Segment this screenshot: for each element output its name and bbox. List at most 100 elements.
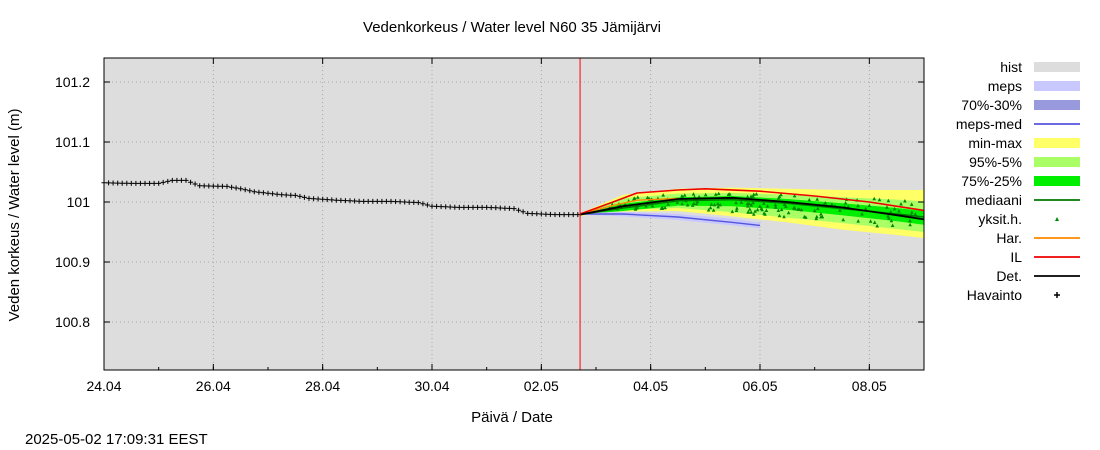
observation-point <box>352 198 358 204</box>
legend-label: Har. <box>996 230 1022 246</box>
ensemble-member-point <box>764 208 769 212</box>
observation-point <box>260 190 266 196</box>
observation-point <box>192 181 198 187</box>
ensemble-member-point <box>712 202 717 207</box>
observation-point <box>119 180 125 186</box>
timestamp: 2025-05-02 17:09:31 EEST <box>25 431 208 448</box>
legend-swatch-yksit-h <box>1055 217 1059 221</box>
ensemble-member-point <box>730 209 735 214</box>
observation-point <box>201 183 207 189</box>
ensemble-member-point <box>856 203 860 208</box>
ensemble-member-point <box>682 193 687 197</box>
observation-point <box>206 183 212 189</box>
ensemble-member-point <box>814 216 819 221</box>
observation-point <box>379 198 385 204</box>
observation-point <box>402 199 408 205</box>
ensemble-member-point <box>812 208 817 213</box>
observation-point <box>142 180 148 186</box>
observation-point <box>534 211 540 217</box>
ensemble-member-point <box>697 194 701 199</box>
ensemble-member-point <box>706 208 711 212</box>
x-tick-label: 26.04 <box>196 378 231 394</box>
observation-point <box>156 180 162 186</box>
observation-point <box>543 211 549 217</box>
y-axis-label: Veden korkeus / Water level (m) <box>6 109 23 322</box>
ensemble-member-point <box>751 200 755 205</box>
observation-point <box>315 196 321 202</box>
observation-point <box>456 204 462 210</box>
observation-point <box>265 190 271 196</box>
observation-point <box>324 197 330 203</box>
ensemble-member-point <box>660 206 664 210</box>
observation-point <box>529 211 535 217</box>
ensemble-member-point <box>867 203 872 207</box>
ensemble-member-point <box>872 220 877 224</box>
band-75-25- <box>580 196 924 225</box>
ensemble-member-point <box>666 202 670 206</box>
ensemble-member-point <box>908 222 912 227</box>
observation-point <box>388 198 394 204</box>
ensemble-member-point <box>777 213 782 218</box>
y-tick-label: 100.8 <box>55 314 90 330</box>
observation-point <box>292 192 298 198</box>
ensemble-member-point <box>887 216 891 220</box>
observation-point <box>229 184 235 190</box>
observation-point <box>283 192 289 198</box>
ensemble-member-point <box>636 195 640 199</box>
legend-swatch-75-25 <box>1034 176 1080 186</box>
series-line-det- <box>579 196 925 221</box>
observation-point <box>447 204 453 210</box>
ensemble-member-point <box>708 205 713 210</box>
ensemble-member-point <box>877 197 882 202</box>
observation-point <box>320 196 326 202</box>
observation-point <box>525 210 531 216</box>
ensemble-member-point <box>703 192 708 197</box>
ensemble-member-point <box>910 210 914 214</box>
legend-label: meps-med <box>956 116 1022 132</box>
y-tick-label: 101 <box>67 194 91 210</box>
x-tick-label: 02.05 <box>524 378 559 394</box>
ensemble-member-point <box>714 192 718 196</box>
ensemble-member-point <box>734 208 739 212</box>
ensemble-member-point <box>872 196 876 201</box>
observation-point <box>470 204 476 210</box>
ensemble-member-point <box>754 192 759 196</box>
ensemble-member-point <box>749 210 753 214</box>
legend-label: meps <box>988 78 1022 94</box>
x-tick-label: 06.05 <box>742 378 777 394</box>
ensemble-member-point <box>716 201 720 206</box>
x-tick-label: 30.04 <box>414 378 449 394</box>
ensemble-member-point <box>796 207 800 211</box>
ensemble-member-point <box>889 218 894 223</box>
ensemble-member-point <box>661 193 665 197</box>
ensemble-member-point <box>691 192 696 196</box>
observation-point <box>361 198 367 204</box>
ensemble-member-point <box>779 192 783 197</box>
observation-point <box>338 197 344 203</box>
series-line-il <box>579 187 925 215</box>
observation-point <box>443 204 449 210</box>
observation-point <box>497 205 503 211</box>
legend-swatch-min-max <box>1034 138 1080 148</box>
observation-point <box>488 205 494 211</box>
legend-label: hist <box>1000 59 1022 75</box>
observation-point <box>438 204 444 210</box>
ensemble-member-point <box>716 204 720 209</box>
observation-point <box>183 177 189 183</box>
observation-point <box>279 192 285 198</box>
band-meps <box>580 211 760 229</box>
observation-point <box>151 180 157 186</box>
y-tick-label: 100.9 <box>55 254 90 270</box>
ensemble-member-point <box>816 206 820 210</box>
ensemble-member-point <box>823 201 828 205</box>
ensemble-member-point <box>802 214 807 219</box>
ensemble-member-point <box>749 194 753 198</box>
ensemble-member-point <box>819 212 823 216</box>
ensemble-member-point <box>709 202 714 206</box>
ensemble-member-point <box>645 195 650 200</box>
ensemble-member-point <box>776 208 781 212</box>
ensemble-member-point <box>739 200 744 204</box>
observation-point <box>561 212 567 218</box>
x-tick-label: 04.05 <box>633 378 668 394</box>
